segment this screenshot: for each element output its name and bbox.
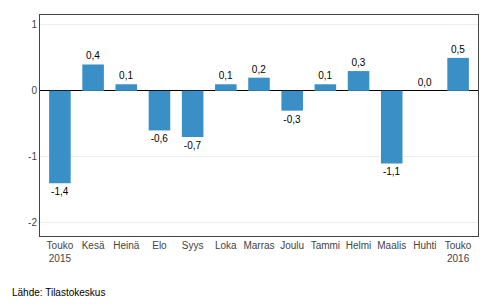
svg-text:-0,6: -0,6	[151, 133, 169, 144]
svg-text:0,1: 0,1	[119, 70, 133, 81]
svg-text:Kesä: Kesä	[82, 240, 105, 251]
svg-text:Touko2016: Touko2016	[445, 240, 472, 264]
svg-text:Tammi: Tammi	[311, 240, 340, 251]
svg-text:0,3: 0,3	[351, 57, 365, 68]
svg-text:Huhti: Huhti	[413, 240, 436, 251]
svg-text:0,5: 0,5	[451, 44, 465, 55]
svg-text:Marras: Marras	[243, 240, 274, 251]
svg-text:Elo: Elo	[152, 240, 167, 251]
svg-text:-1,4: -1,4	[51, 186, 69, 197]
svg-text:Maalis: Maalis	[377, 240, 406, 251]
svg-text:Syys: Syys	[182, 240, 204, 251]
svg-text:0,0: 0,0	[418, 77, 432, 88]
svg-text:Loka: Loka	[215, 240, 237, 251]
svg-text:-0,3: -0,3	[283, 114, 301, 125]
svg-text:Heinä: Heinä	[113, 240, 140, 251]
svg-text:0,1: 0,1	[219, 70, 233, 81]
svg-text:Helmi: Helmi	[346, 240, 372, 251]
svg-text:0,4: 0,4	[86, 50, 100, 61]
svg-text:-0,7: -0,7	[184, 140, 202, 151]
svg-text:-1: -1	[28, 151, 37, 162]
svg-text:0,1: 0,1	[318, 70, 332, 81]
svg-text:Joulu: Joulu	[280, 240, 304, 251]
svg-text:0: 0	[31, 85, 37, 96]
svg-text:Lähde: Tilastokeskus: Lähde: Tilastokeskus	[12, 287, 105, 298]
svg-text:-2: -2	[28, 217, 37, 228]
svg-text:1: 1	[31, 19, 37, 30]
svg-text:-1,1: -1,1	[383, 166, 401, 177]
svg-text:0,2: 0,2	[252, 64, 266, 75]
svg-text:Touko2015: Touko2015	[47, 240, 74, 264]
